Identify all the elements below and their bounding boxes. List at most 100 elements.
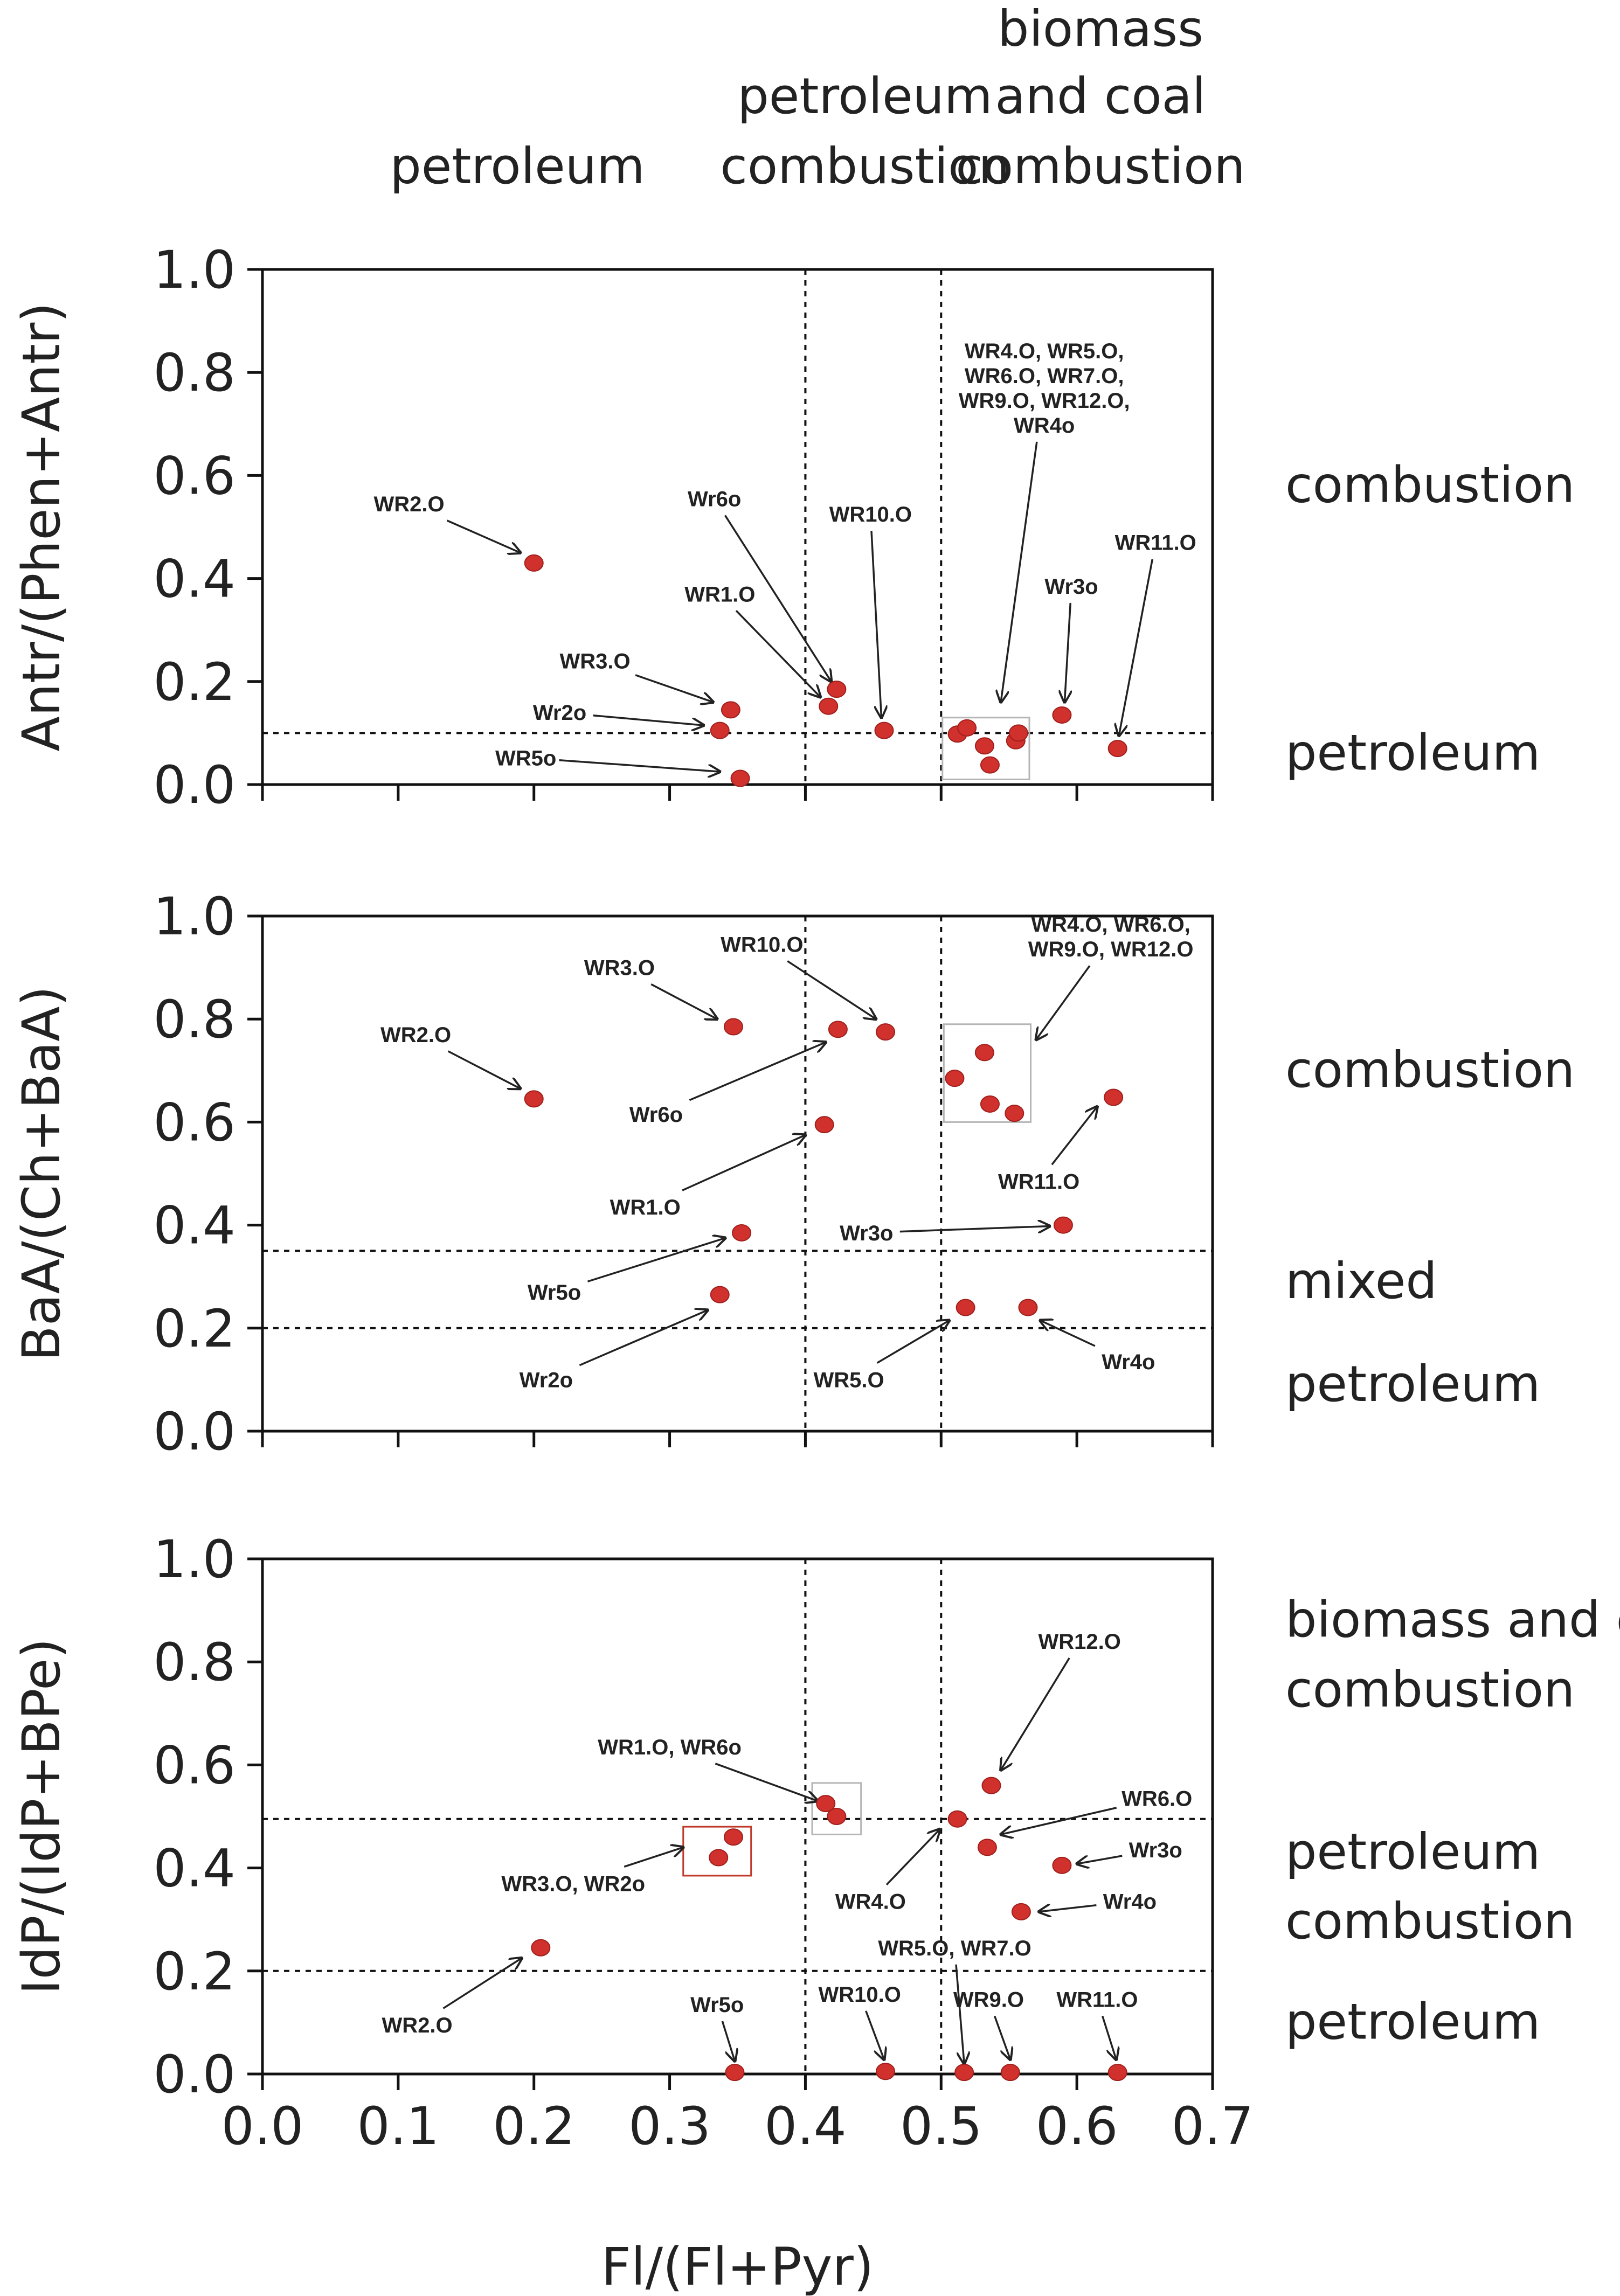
- point-annotation: WR11.O: [998, 1170, 1079, 1194]
- y-tick-label: 0.2: [153, 1941, 236, 2002]
- annotation-arrow: [559, 759, 720, 772]
- header-zone-label: combustion: [720, 137, 1009, 195]
- data-point: [1005, 1105, 1024, 1122]
- point-annotation: WR3.O: [584, 956, 655, 980]
- annotation-arrow: [1001, 1657, 1070, 1770]
- zone-label: mixed: [1285, 1252, 1437, 1310]
- data-point: [1107, 740, 1127, 758]
- y-tick-label: 0.2: [153, 1299, 236, 1359]
- annotation-arrow: [899, 1226, 1050, 1232]
- y-tick-label: 1.0: [153, 240, 236, 300]
- data-point: [721, 701, 740, 719]
- point-annotation: WR10.O: [721, 933, 803, 957]
- point-annotation: WR4o: [1014, 414, 1075, 438]
- point-annotation: Wr4o: [1102, 1350, 1155, 1374]
- annotation-arrow: [1051, 1107, 1097, 1166]
- annotation-arrow: [721, 2021, 735, 2061]
- zone-label: petroleum: [1285, 724, 1540, 782]
- annotation-arrow: [1001, 441, 1038, 702]
- data-point: [1000, 2064, 1020, 2082]
- data-point: [531, 1939, 551, 1957]
- y-tick-label: 0.0: [153, 2044, 236, 2105]
- data-point: [874, 722, 894, 739]
- data-point: [725, 2064, 745, 2082]
- data-point: [828, 1021, 848, 1038]
- header-zone-label: petroleum: [390, 137, 645, 195]
- zone-label: combustion: [1285, 1661, 1575, 1718]
- x-tick-label: 0.3: [628, 2096, 711, 2156]
- point-annotation: WR11.O: [1056, 1988, 1138, 2011]
- data-point: [732, 1224, 752, 1241]
- annotation-arrow: [650, 983, 717, 1019]
- point-annotation: Wr2o: [533, 701, 586, 725]
- annotation-arrow: [1077, 1855, 1123, 1864]
- point-annotation: WR9.O, WR12.O: [1028, 938, 1194, 961]
- point-annotation: WR10.O: [829, 503, 912, 526]
- zone-label: petroleum: [1285, 1355, 1540, 1413]
- zone-label: biomass and coal: [1285, 1591, 1620, 1649]
- point-annotation: WR3.O: [559, 650, 630, 674]
- annotation-arrow: [870, 531, 881, 718]
- y-tick-label: 0.6: [153, 1735, 236, 1795]
- data-point: [956, 1299, 975, 1316]
- point-annotation: Wr4o: [1103, 1890, 1157, 1914]
- annotation-arrow: [724, 515, 831, 681]
- y-tick-label: 0.8: [153, 343, 236, 403]
- point-annotation: WR9.O: [953, 1988, 1024, 2011]
- grouping-box: [811, 1782, 862, 1835]
- y-tick-label: 0.8: [153, 989, 236, 1050]
- grouping-box: [943, 1023, 1032, 1123]
- x-tick-label: 0.5: [900, 2096, 982, 2156]
- data-point: [1008, 724, 1028, 742]
- annotation-arrow: [682, 1135, 805, 1191]
- y-tick-label: 1.0: [153, 886, 236, 947]
- header-zone-label: combustion: [956, 137, 1245, 195]
- annotation-arrow: [1036, 965, 1091, 1039]
- annotation-arrow: [1064, 602, 1070, 702]
- x-tick-label: 0.1: [357, 2096, 440, 2156]
- y-tick-label: 0.8: [153, 1632, 236, 1692]
- point-annotation: WR10.O: [818, 1983, 901, 2007]
- y-tick-label: 0.2: [153, 652, 236, 712]
- point-annotation: WR2.O: [380, 1023, 451, 1047]
- data-point: [980, 1095, 1000, 1113]
- zone-label: combustion: [1285, 1041, 1575, 1099]
- y-tick-label: 0.6: [153, 446, 236, 506]
- data-point: [819, 697, 839, 715]
- y-tick-label: 0.4: [153, 549, 236, 609]
- data-point: [1104, 1088, 1124, 1106]
- data-point: [876, 2063, 896, 2080]
- data-point: [1052, 706, 1072, 724]
- data-point: [1011, 1903, 1031, 1920]
- point-annotation: Wr3o: [1044, 575, 1098, 599]
- point-annotation: WR4.O: [835, 1890, 906, 1914]
- annotation-arrow: [446, 519, 520, 553]
- annotation-arrow: [447, 1050, 520, 1088]
- annotation-arrow: [1119, 559, 1154, 736]
- header-zone-label: and coal: [995, 67, 1206, 125]
- point-annotation: WR3.O, WR2o: [501, 1872, 645, 1896]
- point-annotation: Wr3o: [840, 1222, 893, 1245]
- annotation-arrow: [865, 2010, 884, 2059]
- point-annotation: WR11.O: [1115, 531, 1196, 555]
- data-point: [827, 1808, 847, 1825]
- data-point: [730, 769, 750, 787]
- data-point: [814, 1116, 834, 1134]
- y-axis-label: IdP/(IdP+BPe): [11, 1638, 72, 1994]
- data-point: [980, 756, 1000, 774]
- point-annotation: WR1.O, WR6o: [598, 1736, 742, 1759]
- annotation-arrow: [715, 1763, 818, 1801]
- header-zone-label: petroleum: [737, 67, 992, 125]
- annotation-arrow: [442, 1958, 522, 2009]
- x-tick-label: 0.7: [1172, 2096, 1254, 2156]
- y-axis-label: BaA/(Ch+BaA): [11, 986, 72, 1361]
- x-tick-label: 0.0: [221, 2096, 304, 2156]
- y-tick-label: 0.4: [153, 1196, 236, 1256]
- annotation-arrow: [624, 1847, 683, 1868]
- data-point: [827, 681, 847, 698]
- data-point: [723, 1828, 743, 1846]
- annotation-arrow: [635, 674, 713, 702]
- point-annotation: Wr3o: [1129, 1839, 1182, 1862]
- data-point: [1053, 1216, 1073, 1234]
